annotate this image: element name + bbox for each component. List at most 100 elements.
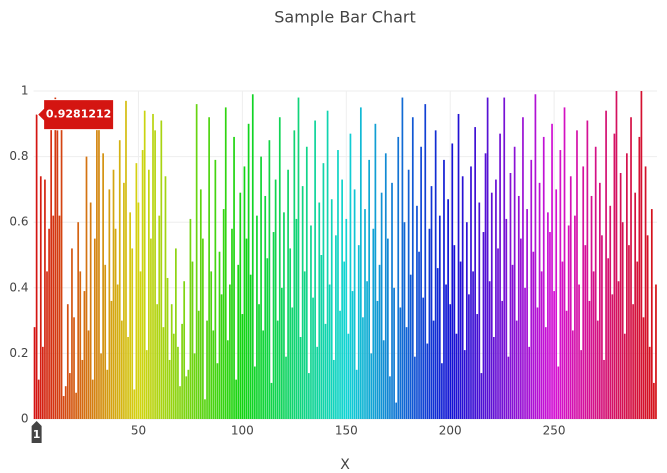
bar — [268, 140, 271, 419]
y-tick-label: 0.2 — [9, 346, 28, 360]
bar — [434, 130, 437, 420]
bar — [569, 176, 572, 419]
bar — [528, 346, 531, 419]
bar — [611, 294, 614, 419]
bar — [237, 264, 240, 419]
bar — [613, 133, 616, 419]
bar — [37, 379, 40, 419]
bar — [150, 238, 152, 419]
bar — [308, 373, 310, 419]
bar — [326, 110, 329, 420]
bar — [177, 346, 179, 419]
bar — [515, 320, 518, 419]
bar — [93, 238, 96, 419]
hover-value: 0.9281212 — [46, 108, 111, 121]
bar — [524, 287, 526, 419]
bar — [459, 261, 462, 419]
bar — [443, 159, 445, 419]
bar — [607, 258, 610, 419]
bar — [241, 314, 244, 419]
bar — [145, 350, 148, 419]
x-tick-label: 150 — [335, 424, 358, 438]
bar — [73, 317, 75, 419]
bar — [547, 212, 549, 419]
bar — [655, 284, 657, 419]
x-tick-label: 100 — [231, 424, 254, 438]
bar — [372, 228, 375, 419]
bar — [520, 238, 522, 419]
bar — [594, 146, 597, 419]
bar — [216, 363, 219, 419]
x-tick-label: 200 — [439, 424, 462, 438]
bar — [605, 110, 607, 420]
y-tick-label: 0 — [21, 412, 29, 426]
bar — [179, 386, 181, 419]
bar — [222, 209, 225, 419]
bar — [621, 222, 624, 419]
bar — [243, 166, 246, 419]
bar — [432, 320, 435, 419]
bar — [226, 340, 229, 419]
bar — [468, 294, 470, 419]
bar — [474, 127, 476, 419]
bar — [147, 169, 150, 419]
bar — [441, 363, 443, 419]
bar — [125, 100, 127, 419]
bar — [193, 353, 196, 419]
bar — [262, 330, 265, 419]
bar — [507, 356, 510, 419]
bar — [557, 366, 560, 419]
bar — [513, 146, 516, 419]
bar — [403, 222, 406, 419]
bar — [378, 264, 381, 419]
bar — [283, 212, 285, 419]
bar — [503, 97, 506, 419]
bar — [484, 153, 487, 419]
bar — [135, 163, 138, 419]
bar — [644, 166, 647, 419]
bar — [258, 304, 260, 419]
bar — [416, 205, 418, 419]
bar — [158, 215, 161, 419]
bar — [615, 91, 618, 419]
bar — [445, 284, 447, 419]
bar — [542, 136, 545, 420]
bar — [48, 228, 50, 419]
bar — [139, 271, 142, 419]
bar — [318, 202, 321, 419]
bar — [293, 130, 296, 420]
bar — [636, 261, 639, 419]
bar — [172, 333, 175, 419]
hover-x-value: 1 — [33, 428, 41, 441]
bar — [324, 323, 327, 419]
bar — [405, 327, 408, 419]
bar — [397, 136, 400, 420]
bar — [143, 110, 146, 420]
bar — [461, 176, 464, 419]
bar — [463, 350, 466, 419]
bar — [33, 327, 36, 419]
bar — [239, 192, 242, 419]
bar — [66, 304, 69, 419]
bar — [497, 248, 499, 419]
bar — [154, 130, 156, 420]
bar — [206, 320, 208, 419]
bar — [104, 264, 107, 419]
y-tick-label: 1 — [21, 84, 29, 98]
bar — [492, 337, 495, 419]
bar — [391, 182, 393, 419]
bar — [185, 376, 188, 419]
bar — [420, 146, 422, 419]
bar — [603, 359, 605, 419]
chart-title: Sample Bar Chart — [274, 8, 416, 27]
bar — [337, 150, 339, 420]
bar — [170, 304, 173, 419]
bar — [91, 379, 94, 419]
bar — [588, 300, 591, 419]
bar — [235, 379, 237, 419]
bar — [87, 330, 90, 419]
bar — [582, 166, 585, 419]
bar — [297, 97, 300, 419]
y-tick-label: 0.8 — [9, 149, 28, 163]
bar — [35, 114, 38, 420]
